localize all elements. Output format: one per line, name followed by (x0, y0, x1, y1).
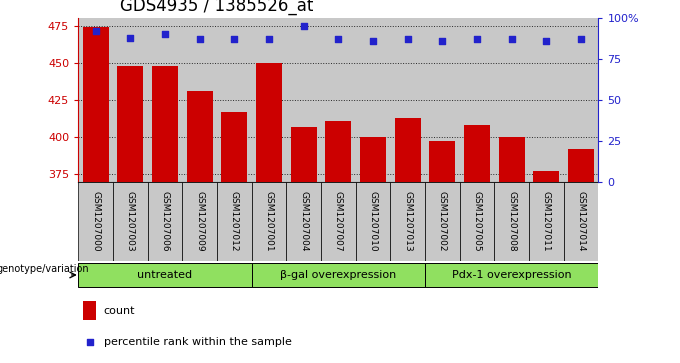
Point (298, 23, 309, 29)
Bar (498, 137, 525, 182)
Bar (117, 66, 143, 182)
Text: GSM1207011: GSM1207011 (542, 191, 551, 252)
Bar (529, 18, 564, 182)
Text: percentile rank within the sample: percentile rank within the sample (103, 337, 292, 347)
Text: genotype/variation: genotype/variation (0, 264, 89, 274)
Text: GDS4935 / 1385526_at: GDS4935 / 1385526_at (120, 0, 313, 16)
Bar (82, 27, 109, 182)
Point (541, 38, 551, 44)
Point (575, 37, 586, 42)
Point (506, 37, 517, 42)
Bar (425, 263, 598, 287)
Text: GSM1207002: GSM1207002 (438, 191, 447, 252)
Bar (78, 18, 113, 182)
Text: GSM1207014: GSM1207014 (577, 191, 585, 252)
Text: GSM1207006: GSM1207006 (160, 191, 169, 252)
Text: GSM1207010: GSM1207010 (369, 191, 377, 252)
Point (437, 38, 447, 44)
Text: count: count (103, 306, 135, 316)
Bar (321, 18, 356, 182)
Bar (217, 182, 252, 261)
Text: GSM1207012: GSM1207012 (230, 191, 239, 252)
Bar (286, 18, 321, 182)
Bar (564, 18, 598, 182)
Point (194, 37, 205, 42)
Point (367, 38, 378, 44)
Bar (533, 171, 560, 182)
Point (228, 37, 239, 42)
Bar (113, 18, 148, 182)
Bar (84, 301, 96, 320)
Text: GSM1207003: GSM1207003 (126, 191, 135, 252)
Bar (148, 18, 182, 182)
Point (84, 339, 95, 344)
Bar (290, 127, 317, 182)
Text: GSM1207009: GSM1207009 (195, 191, 204, 252)
Bar (325, 121, 352, 182)
Bar (425, 182, 460, 261)
Bar (252, 18, 286, 182)
Text: GSM1207007: GSM1207007 (334, 191, 343, 252)
Text: β-gal overexpression: β-gal overexpression (280, 270, 396, 280)
Bar (460, 18, 494, 182)
Text: GSM1207000: GSM1207000 (91, 191, 100, 252)
Bar (564, 182, 598, 261)
Bar (113, 182, 148, 261)
Bar (568, 149, 594, 182)
Bar (252, 263, 425, 287)
Text: GSM1207005: GSM1207005 (473, 191, 481, 252)
Bar (78, 182, 113, 261)
Bar (390, 18, 425, 182)
Bar (360, 137, 386, 182)
Text: untreated: untreated (137, 270, 192, 280)
Point (333, 37, 343, 42)
Bar (394, 118, 421, 182)
Text: GSM1207008: GSM1207008 (507, 191, 516, 252)
Point (471, 37, 482, 42)
Bar (286, 182, 321, 261)
Bar (182, 18, 217, 182)
Point (159, 32, 170, 37)
Bar (529, 182, 564, 261)
Point (90, 28, 101, 34)
Point (124, 35, 135, 41)
Bar (152, 66, 178, 182)
Bar (252, 182, 286, 261)
Bar (464, 125, 490, 182)
Text: GSM1207001: GSM1207001 (265, 191, 273, 252)
Text: Pdx-1 overexpression: Pdx-1 overexpression (452, 270, 571, 280)
Bar (217, 18, 252, 182)
Point (263, 37, 274, 42)
Text: GSM1207013: GSM1207013 (403, 191, 412, 252)
Bar (321, 182, 356, 261)
Bar (356, 18, 390, 182)
Bar (356, 182, 390, 261)
Bar (78, 263, 252, 287)
Bar (390, 182, 425, 261)
Bar (494, 182, 529, 261)
Bar (221, 112, 248, 182)
Bar (460, 182, 494, 261)
Bar (256, 63, 282, 182)
Bar (148, 182, 182, 261)
Bar (429, 142, 456, 182)
Bar (494, 18, 529, 182)
Bar (186, 91, 213, 182)
Point (402, 37, 413, 42)
Text: GSM1207004: GSM1207004 (299, 191, 308, 252)
Bar (425, 18, 460, 182)
Bar (182, 182, 217, 261)
